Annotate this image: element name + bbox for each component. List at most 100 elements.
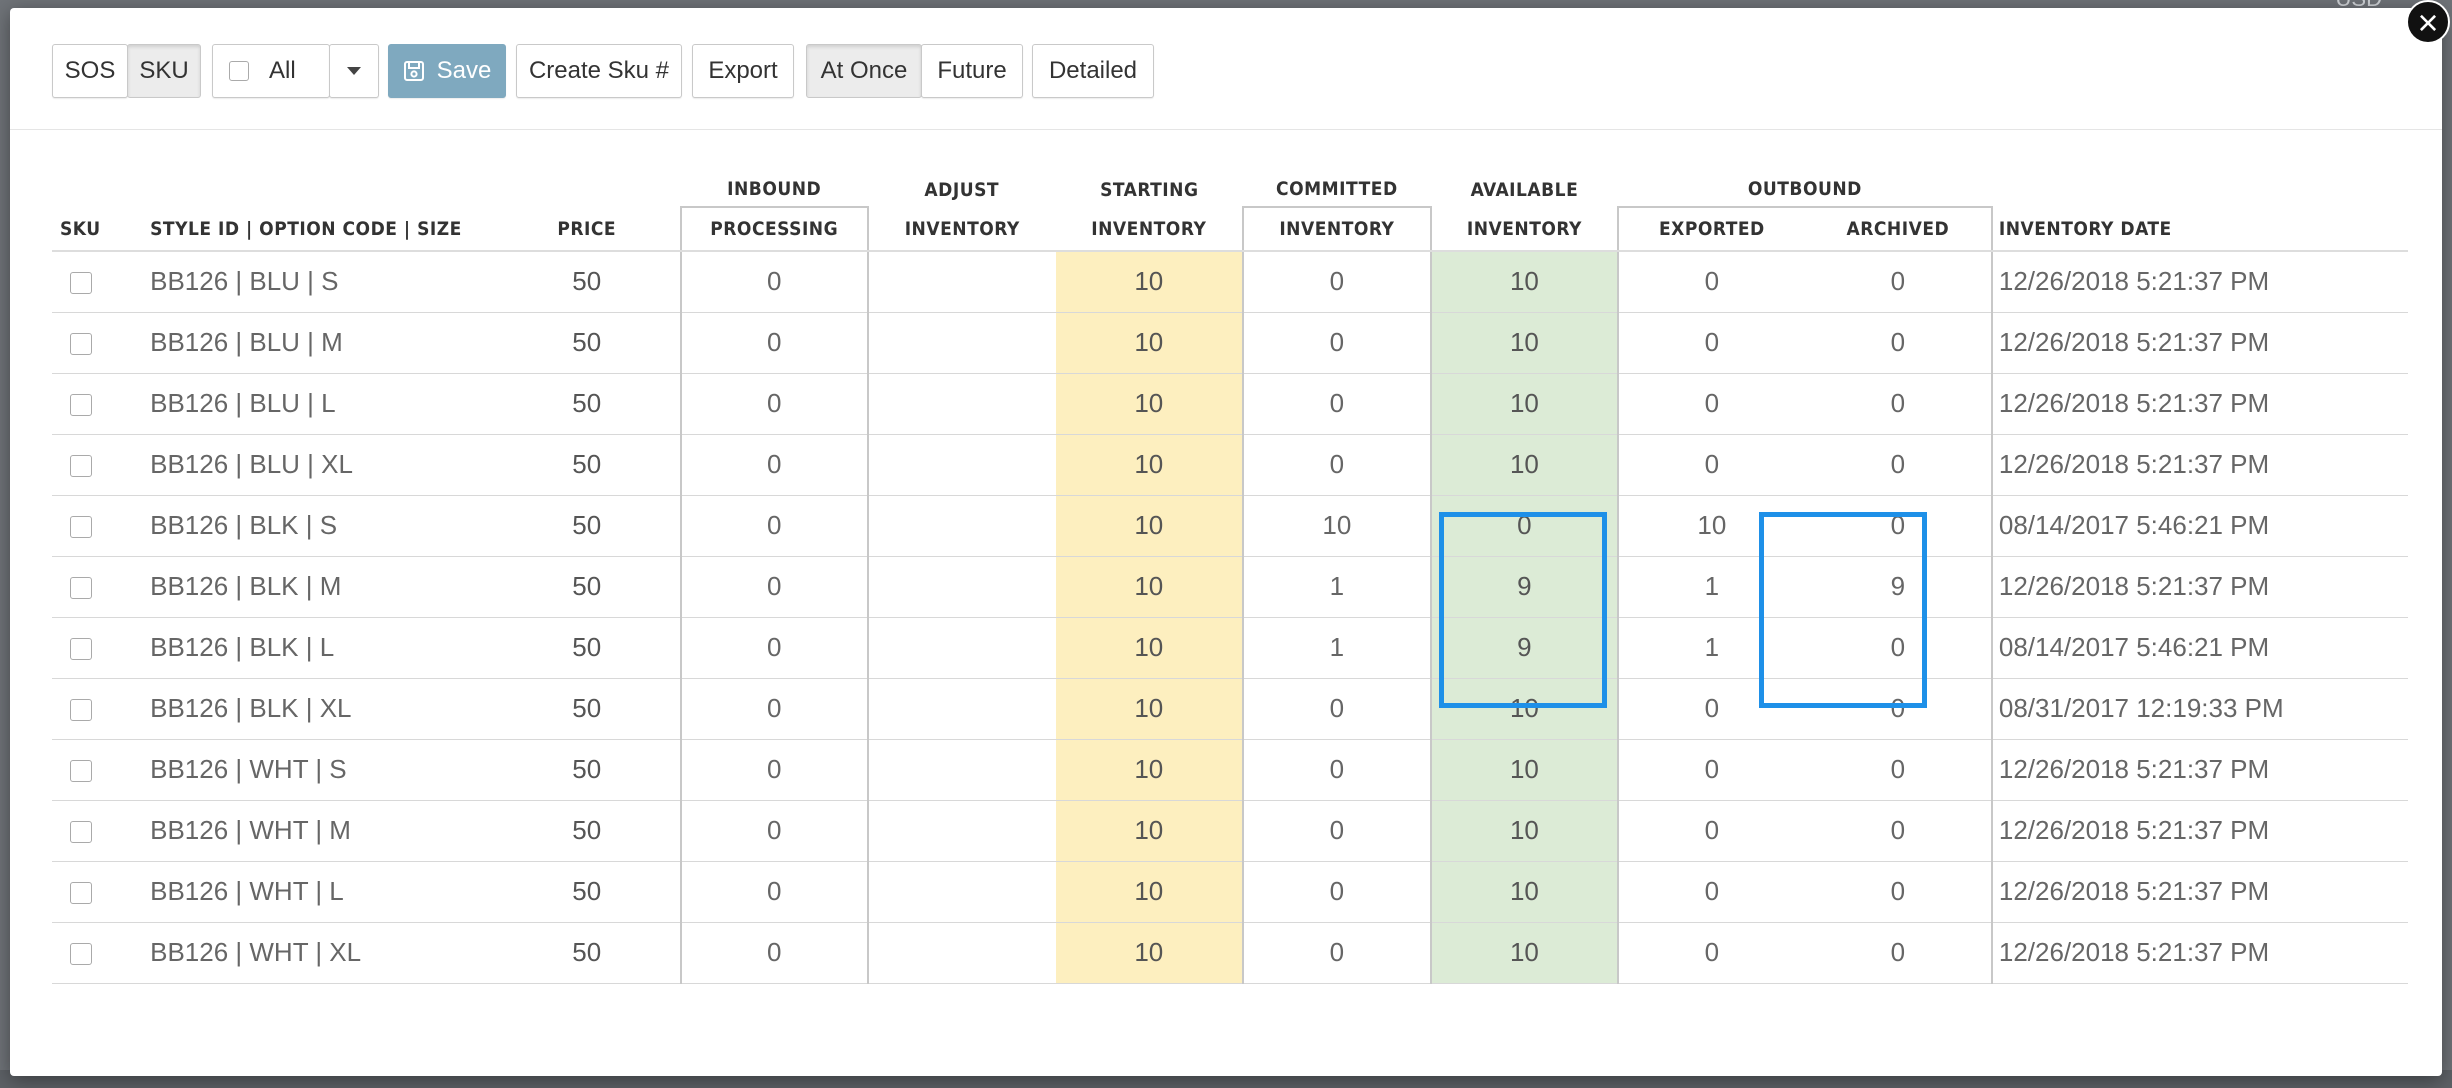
row-checkbox[interactable] (70, 699, 92, 722)
inventory-date-cell: 12/26/2018 5:21:37 PM (1991, 251, 2408, 313)
row-checkbox[interactable] (70, 943, 92, 966)
adjust-inventory-cell[interactable] (867, 861, 1056, 923)
committed-group-header: COMMITTED (1276, 178, 1398, 200)
available-inventory-cell: 10 (1430, 800, 1618, 862)
future-button[interactable]: Future (921, 44, 1023, 98)
row-checkbox[interactable] (70, 577, 92, 600)
processing-cell: 0 (679, 312, 869, 374)
exported-column-header: EXPORTED (1616, 206, 1805, 252)
adjust-inventory-cell[interactable] (867, 556, 1056, 618)
row-checkbox[interactable] (70, 516, 92, 539)
sku-button[interactable]: SKU (127, 44, 201, 98)
save-button[interactable]: Save (388, 44, 506, 98)
toolbar: SOS SKU All Save Create Sku # Export At … (10, 8, 2442, 130)
adjust-inventory-cell[interactable] (867, 312, 1056, 374)
row-select-cell (52, 678, 123, 740)
archived-cell: 0 (1804, 434, 1993, 496)
processing-cell: 0 (679, 556, 869, 618)
row-checkbox[interactable] (70, 394, 92, 417)
archived-cell: 0 (1804, 495, 1993, 557)
row-select-cell (52, 617, 123, 679)
inbound-group-header: INBOUND (727, 178, 822, 200)
inventory-date-cell: 12/26/2018 5:21:37 PM (1991, 312, 2408, 374)
row-checkbox[interactable] (70, 333, 92, 356)
row-checkbox[interactable] (70, 760, 92, 783)
adjust-inventory-cell[interactable] (867, 251, 1056, 313)
price-cell: 50 (493, 251, 681, 313)
exported-cell: 0 (1616, 373, 1805, 435)
filter-select-group: All (212, 44, 379, 98)
style-cell: BB126 | BLK | L (122, 617, 494, 679)
row-checkbox[interactable] (70, 272, 92, 295)
price-cell: 50 (493, 556, 681, 618)
starting-inventory-cell: 10 (1055, 373, 1243, 435)
style-column-header: STYLE ID | OPTION CODE | SIZE (122, 207, 494, 252)
filter-dropdown-button[interactable] (329, 44, 379, 98)
inventory-date-cell: 12/26/2018 5:21:37 PM (1991, 861, 2408, 923)
committed-inventory-cell: 1 (1241, 556, 1432, 618)
starting-inventory-column-header: INVENTORY (1055, 207, 1243, 252)
table-row: BB126 | BLU | XL 50 0 10 0 10 0 0 12/26/2018 5:2… (52, 434, 2408, 496)
price-column-header: PRICE (493, 207, 681, 252)
adjust-inventory-cell[interactable] (867, 800, 1056, 862)
exported-cell: 0 (1616, 800, 1805, 862)
processing-cell: 0 (679, 373, 869, 435)
close-icon[interactable]: × (2406, 0, 2450, 44)
detailed-button[interactable]: Detailed (1032, 44, 1154, 98)
adjust-inventory-cell[interactable] (867, 922, 1056, 984)
available-inventory-cell: 10 (1430, 678, 1618, 740)
starting-inventory-cell: 10 (1055, 800, 1243, 862)
row-checkbox[interactable] (70, 638, 92, 661)
inventory-date-cell: 12/26/2018 5:21:37 PM (1991, 434, 2408, 496)
table-row: BB126 | WHT | S 50 0 10 0 10 0 0 12/26/2018 5:21… (52, 739, 2408, 801)
processing-cell: 0 (679, 251, 869, 313)
adjust-inventory-cell[interactable] (867, 617, 1056, 679)
archived-cell: 9 (1804, 556, 1993, 618)
create-sku-button[interactable]: Create Sku # (516, 44, 682, 98)
committed-inventory-cell: 0 (1241, 800, 1432, 862)
row-select-cell (52, 922, 123, 984)
adjust-inventory-cell[interactable] (867, 434, 1056, 496)
exported-cell: 0 (1616, 739, 1805, 801)
row-select-cell (52, 373, 123, 435)
available-inventory-cell: 10 (1430, 739, 1618, 801)
floppy-disk-icon (403, 61, 424, 81)
inventory-modal: × SOS SKU All Save Create Sku # Export (10, 0, 2450, 1076)
committed-inventory-cell: 1 (1241, 617, 1432, 679)
committed-inventory-cell: 0 (1241, 678, 1432, 740)
inventory-table-container: INBOUND ADJUST STARTING COMMITTED AVAILA… (52, 158, 2408, 1008)
starting-inventory-cell: 10 (1055, 678, 1243, 740)
archived-column-header: ARCHIVED (1804, 206, 1993, 252)
table-row: BB126 | BLK | M 50 0 10 1 9 1 9 12/26/2018 5:21:… (52, 556, 2408, 618)
adjust-inventory-cell[interactable] (867, 739, 1056, 801)
price-cell: 50 (493, 678, 681, 740)
at-once-button[interactable]: At Once (806, 44, 922, 98)
processing-cell: 0 (679, 922, 869, 984)
row-checkbox[interactable] (70, 882, 92, 905)
exported-cell: 0 (1616, 678, 1805, 740)
processing-cell: 0 (679, 678, 869, 740)
sos-button[interactable]: SOS (52, 44, 128, 98)
adjust-inventory-cell[interactable] (867, 678, 1056, 740)
exported-cell: 0 (1616, 251, 1805, 313)
exported-cell: 0 (1616, 861, 1805, 923)
inventory-date-cell: 12/26/2018 5:21:37 PM (1991, 922, 2408, 984)
inventory-table: INBOUND ADJUST STARTING COMMITTED AVAILA… (52, 158, 2408, 984)
export-button[interactable]: Export (692, 44, 794, 98)
caret-down-icon (347, 67, 361, 75)
row-select-cell (52, 739, 123, 801)
filter-all-checkbox[interactable] (229, 61, 249, 81)
committed-inventory-cell: 0 (1241, 739, 1432, 801)
archived-cell: 0 (1804, 739, 1993, 801)
adjust-inventory-cell[interactable] (867, 495, 1056, 557)
processing-cell: 0 (679, 495, 869, 557)
filter-all-button[interactable]: All (212, 44, 330, 98)
table-row: BB126 | BLK | XL 50 0 10 0 10 0 0 08/31/2017 12:… (52, 678, 2408, 740)
processing-column-header: PROCESSING (679, 206, 869, 252)
adjust-inventory-cell[interactable] (867, 373, 1056, 435)
row-checkbox[interactable] (70, 821, 92, 844)
row-checkbox[interactable] (70, 455, 92, 478)
starting-inventory-cell: 10 (1055, 617, 1243, 679)
committed-inventory-cell: 0 (1241, 373, 1432, 435)
committed-inventory-cell: 0 (1241, 922, 1432, 984)
